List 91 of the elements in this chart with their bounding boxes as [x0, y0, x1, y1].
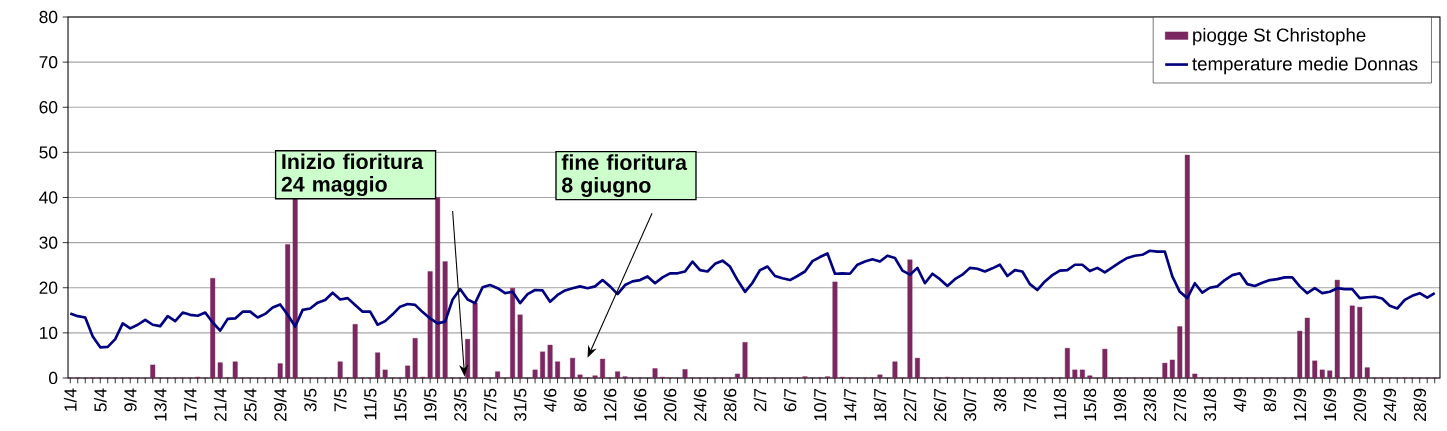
bar: [1087, 375, 1093, 379]
bar: [600, 358, 605, 379]
bar: [682, 369, 688, 379]
x-tick-label: 24/6: [693, 388, 707, 421]
x-tick-label: 3/5: [303, 388, 317, 412]
x-tick-label: 22/7: [903, 388, 917, 421]
x-tick-label: 4/6: [543, 388, 557, 412]
bar: [547, 344, 553, 379]
x-tick-label: 9/4: [123, 388, 137, 412]
annotation: fine fioritura 8 giugno: [561, 154, 688, 197]
x-tick-label: 2/7: [753, 388, 767, 412]
x-tick-label: 8/6: [573, 388, 587, 412]
x-tick-label: 31/8: [1203, 388, 1217, 422]
bar: [495, 371, 501, 379]
x-tick-label: 7/8: [1023, 388, 1037, 412]
bar: [232, 361, 238, 379]
x-tick-label: 19/8: [1113, 388, 1127, 421]
x-tick-label: 30/7: [963, 388, 977, 422]
y-tick-label: 20: [39, 281, 58, 294]
y-tick-label: 60: [39, 101, 58, 114]
bar: [1064, 348, 1070, 379]
bar: [652, 368, 658, 379]
x-tick-label: 27/8: [1173, 388, 1187, 421]
x-tick-label: 17/4: [183, 388, 197, 421]
bar: [532, 369, 538, 379]
y-tick-label: 40: [39, 191, 58, 204]
x-tick-label: 20/9: [1353, 388, 1367, 421]
bar: [540, 351, 546, 379]
bar: [735, 373, 740, 379]
y-tick-label: 10: [40, 326, 58, 339]
x-tick-label: 4/9: [1233, 388, 1247, 412]
bar: [1192, 373, 1198, 379]
x-tick-label: 26/7: [933, 388, 947, 421]
line-series: [68, 249, 1437, 349]
x-tick-label: 23/5: [453, 388, 467, 421]
bar: [742, 342, 748, 379]
bar: [832, 281, 838, 379]
bar: [337, 361, 343, 379]
x-tick-label: 5/4: [93, 388, 107, 412]
bar: [877, 374, 883, 379]
bar: [907, 259, 913, 379]
x-tick-label: 1/4: [63, 388, 77, 411]
bar: [510, 287, 516, 379]
bar: [555, 361, 561, 379]
bar: [615, 371, 620, 379]
x-tick-label: 15/8: [1083, 388, 1097, 421]
bar: [352, 324, 358, 379]
bar: [517, 314, 523, 379]
x-tick-label: 16/6: [633, 388, 647, 421]
x-tick-label: 6/7: [783, 388, 797, 412]
bar: [914, 357, 920, 379]
x-tick-label: 28/6: [723, 388, 737, 421]
bar: [892, 361, 898, 379]
bar: [570, 357, 576, 379]
y-tick-label: 80: [39, 10, 58, 24]
bar: [277, 363, 283, 379]
x-tick-label: 28/9: [1413, 388, 1427, 421]
y-tick-label: 30: [39, 236, 58, 249]
x-tick-label: 12/6: [603, 388, 617, 421]
x-tick-label: 13/4: [153, 388, 167, 421]
x-tick-label: 12/9: [1293, 388, 1307, 421]
bar: [1102, 348, 1108, 379]
x-tick-label: 11/8: [1053, 388, 1067, 420]
x-tick-label: 27/5: [483, 388, 497, 421]
x-tick-label: 10/7: [813, 388, 827, 421]
annotation: Inizio fioritura 24 maggio: [281, 153, 424, 197]
bar: [577, 374, 583, 379]
x-tick-label: 23/8: [1143, 388, 1157, 421]
x-tick-label: 21/4: [213, 388, 227, 421]
x-tick-label: 14/7: [843, 388, 857, 421]
x-tick-label: 24/9: [1383, 388, 1397, 421]
x-tick-label: 11/5: [363, 388, 377, 420]
y-tick-label: 0: [49, 371, 58, 385]
legend-label: temperature medie Donnas: [1192, 56, 1418, 75]
x-tick-label: 31/5: [513, 388, 527, 422]
x-tick-label: 29/4: [273, 388, 287, 421]
x-tick-label: 15/5: [393, 388, 407, 421]
x-tick-label: 8/9: [1263, 388, 1277, 412]
bar: [150, 364, 156, 379]
x-tick-label: 18/7: [873, 388, 887, 421]
bar: [1349, 305, 1355, 379]
y-tick-label: 70: [39, 55, 58, 69]
x-tick-label: 25/4: [243, 388, 257, 421]
x-tick-label: 7/5: [333, 388, 347, 412]
x-tick-label: 19/5: [423, 388, 437, 421]
y-tick-label: 50: [39, 146, 58, 159]
x-tick-label: 3/8: [993, 388, 1007, 412]
bar: [592, 375, 598, 379]
legend-label: piogge St Christophe: [1193, 27, 1366, 46]
x-tick-label: 20/6: [663, 388, 677, 421]
x-tick-label: 16/9: [1323, 388, 1337, 421]
